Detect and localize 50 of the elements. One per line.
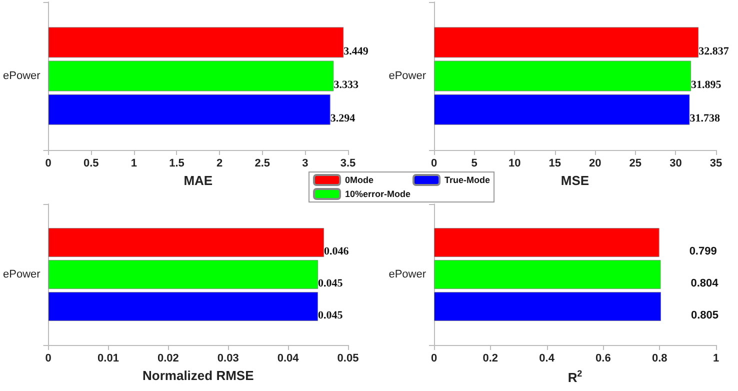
x-tick-label: 0.8 [652, 352, 668, 364]
x-tick-label: 0.03 [217, 352, 239, 364]
x-axis-title: MSE [560, 173, 590, 188]
x-tick-label: 1 [130, 158, 137, 170]
x-tick-label: 2.5 [254, 158, 270, 170]
x-tick-label: 35 [710, 158, 722, 170]
x-tick-label: 15 [548, 158, 561, 170]
legend-label: 0Mode [345, 175, 374, 185]
data-label: 0.046 [324, 246, 350, 258]
x-tick-label: 10 [508, 158, 521, 170]
x-tick-label: 0.5 [83, 158, 99, 170]
y-tick-label: ePower [388, 268, 426, 280]
y-tick-label: ePower [3, 70, 41, 82]
x-tick-label: 0.01 [98, 352, 119, 364]
data-label: 32.837 [698, 45, 730, 58]
x-tick-label: 3.5 [340, 158, 356, 170]
x-tick-label: 25 [629, 158, 642, 170]
data-label: 0.804 [690, 278, 720, 290]
data-label: 3.333 [334, 79, 359, 91]
x-tick-label: 0.04 [277, 352, 300, 364]
x-tick-label: 0.05 [337, 352, 359, 364]
x-tick-label: 1 [712, 352, 720, 364]
data-label: 3.294 [330, 112, 356, 125]
data-label: 0.045 [318, 309, 344, 322]
x-axis-title: Normalized RMSE [142, 368, 254, 383]
x-tick-label: 0.02 [157, 352, 179, 364]
x-tick-label: 0 [45, 352, 52, 364]
x-tick-label: 0.6 [596, 352, 611, 364]
y-tick-label: ePower [3, 268, 41, 280]
x-tick-label: 0.4 [539, 352, 556, 364]
x-tick-label: 30 [670, 158, 682, 170]
data-label: 31.738 [690, 112, 720, 125]
x-tick-label: 1.5 [169, 158, 184, 170]
x-tick-label: 0 [430, 352, 438, 364]
x-tick-label: 0.2 [482, 352, 498, 364]
data-label: 0.805 [691, 309, 719, 322]
x-tick-label: 2 [216, 158, 223, 170]
x-tick-label: 20 [589, 158, 602, 170]
legend-label: 10%error-Mode [345, 189, 411, 199]
x-tick-label: 0 [430, 158, 438, 170]
data-label: 3.449 [344, 45, 369, 58]
x-tick-label: 5 [471, 158, 478, 170]
x-axis-title: MAE [184, 173, 213, 188]
data-label: 31.895 [690, 79, 722, 91]
legend-label: True-Mode [444, 175, 490, 185]
x-tick-label: 3 [302, 158, 308, 170]
x-tick-label: 0 [45, 158, 52, 170]
y-tick-label: ePower [388, 70, 426, 82]
data-label: 0.045 [318, 278, 344, 290]
data-label: 0.799 [689, 246, 717, 258]
